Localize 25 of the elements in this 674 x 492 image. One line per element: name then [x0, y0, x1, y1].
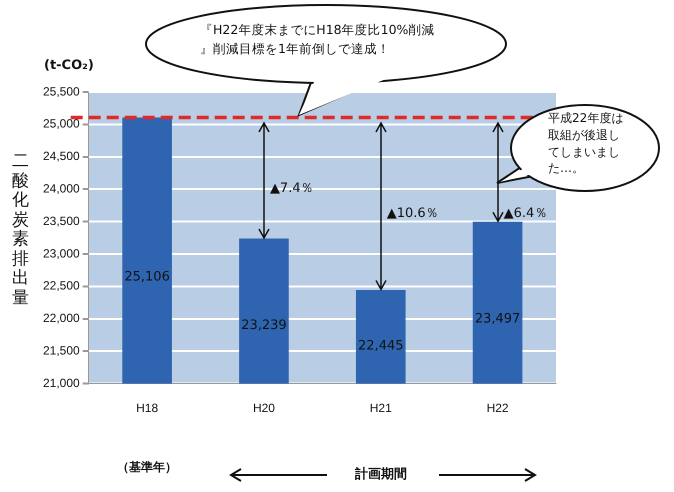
- y-tick-label: 24,500: [43, 149, 80, 164]
- data-label: 23,497: [474, 311, 520, 326]
- x-tick-label: H22: [486, 401, 509, 416]
- text: (t-CO₂): [44, 57, 94, 75]
- x-tick-label: H20: [252, 401, 276, 416]
- data-label: 25,106: [124, 270, 170, 285]
- y-tick-label: 23,500: [43, 214, 80, 228]
- text: （基準年）: [116, 459, 178, 476]
- y-tick-label: 23,000: [43, 246, 80, 260]
- y-tick-label: 22,000: [43, 311, 80, 326]
- y-tick-label: 25,500: [43, 84, 80, 98]
- data-label: 23,239: [241, 318, 287, 333]
- text: 計画期間: [354, 466, 408, 484]
- data-label: 22,445: [358, 338, 404, 354]
- y-tick-label: 25,000: [43, 116, 80, 131]
- annotation: ▲7.4％: [270, 180, 314, 198]
- y-tick-label: 22,500: [43, 278, 80, 293]
- y-tick-label: 21,500: [43, 344, 80, 358]
- x-tick-label: H18: [136, 401, 158, 416]
- y-tick-label: 21,000: [43, 376, 80, 390]
- x-tick-label: H21: [370, 401, 392, 416]
- y-tick-label: 24,000: [43, 182, 80, 196]
- y-axis-title: 二酸化炭素排出量: [12, 151, 30, 308]
- text: 『H22年度末までにH18年度比10%削減』削減目標を1年前倒しで達成！: [200, 21, 435, 58]
- annotation: ▲10.6％: [386, 204, 439, 223]
